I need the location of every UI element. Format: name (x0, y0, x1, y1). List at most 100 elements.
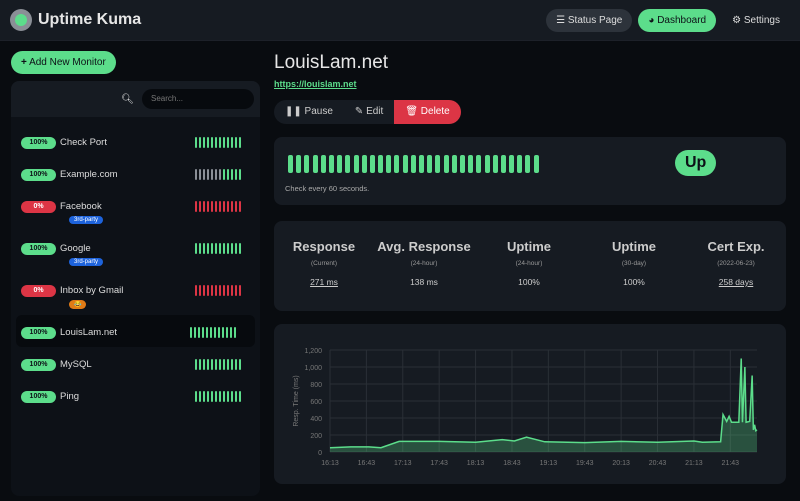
settings-button[interactable]: ⚙ Settings (732, 14, 780, 26)
heartbeat-beat (227, 137, 229, 148)
status-page-button[interactable]: ☰ Status Page (546, 8, 633, 32)
heartbeat-beat (288, 155, 293, 173)
heartbeat-beat (231, 391, 233, 402)
heartbeat-beat (223, 391, 225, 402)
monitor-list-item[interactable]: 100% Ping (11, 379, 260, 411)
heartbeat-beat (492, 155, 498, 173)
heartbeat-beat (235, 391, 237, 402)
monitor-name: LouisLam.net (60, 327, 118, 338)
status-badge: Up (675, 150, 717, 176)
status-page-label: Status Page (567, 14, 623, 26)
heartbeat-beat (419, 155, 424, 173)
add-new-monitor-button[interactable]: + Add New Monitor (11, 51, 116, 74)
heartbeat-beat (231, 243, 233, 254)
edit-button[interactable]: ✎ Edit (344, 100, 394, 124)
monitor-list-item[interactable]: 0% Inbox by Gmail 😂 (11, 273, 260, 315)
heartbeat-beat (227, 169, 229, 180)
heartbeat-bar (195, 285, 241, 296)
app-title: Uptime Kuma (38, 11, 142, 28)
edit-icon: ✎ (354, 106, 364, 117)
heartbeat-beat (239, 169, 241, 180)
monitor-name: Google (60, 243, 91, 254)
monitor-tag: 3rd-party (69, 216, 104, 224)
heartbeat-beat (443, 155, 449, 173)
dashboard-button[interactable]: ◕ Dashboard (638, 8, 717, 32)
monitor-list-item[interactable]: 100% MySQL (11, 347, 260, 379)
heartbeat-bar (195, 201, 241, 212)
heartbeat-beat (215, 243, 217, 254)
heartbeat-beat (239, 137, 241, 148)
x-tick-label: 21:43 (722, 460, 740, 467)
heartbeat-beat (239, 391, 241, 402)
monitor-list-item[interactable]: 100% Google 3rd-party (11, 231, 260, 273)
heartbeat-beat (207, 169, 209, 180)
heartbeat-beat (210, 327, 212, 338)
y-tick-label: 800 (310, 382, 322, 389)
heartbeat-beat (219, 359, 221, 370)
response-chart-card: 0 200 400 600 800 1,000 1,200 16:13 16:43 17:13 17… (274, 324, 786, 484)
heartbeat-beat (199, 137, 201, 148)
heartbeat-beat (203, 243, 205, 254)
heartbeat-beat (230, 327, 232, 338)
x-tick-label: 20:43 (649, 460, 667, 467)
heartbeat-beat (195, 391, 197, 402)
monitor-name: Facebook (60, 201, 102, 212)
heartbeat-beat (207, 201, 209, 212)
heartbeat-beat (320, 155, 326, 173)
heartbeat-beat (223, 201, 225, 212)
response-area (330, 358, 757, 452)
monitor-list-item[interactable]: 100% Example.com (11, 157, 260, 189)
heartbeat-beat (361, 155, 367, 173)
stat-subtitle: (24-hour) (515, 260, 543, 267)
heartbeat-beat (223, 169, 225, 180)
heartbeat-beat (199, 201, 201, 212)
stat-value[interactable]: 271 ms (310, 277, 338, 287)
heartbeat-beat (219, 391, 221, 402)
stat-value[interactable]: 258 days (718, 277, 754, 287)
heartbeat-beat (194, 327, 196, 338)
heartbeat-beat (476, 155, 482, 173)
monitor-list-item[interactable]: 0% Facebook 3rd-party (11, 189, 260, 231)
stats-card: Response (Current) 271 ms Avg. Response (24-… (274, 221, 786, 311)
heartbeat-beat (459, 155, 465, 173)
heartbeat-beat (231, 169, 233, 180)
heartbeat-bar (195, 243, 241, 254)
stat-subtitle: (2022-06-23) (717, 260, 755, 267)
heartbeat-beat (218, 327, 220, 338)
heartbeat-beat (427, 155, 433, 173)
heartbeat-beat (199, 391, 201, 402)
heartbeat-beat (195, 359, 197, 370)
stat-value: 100% (623, 277, 645, 287)
pause-button[interactable]: ❚❚ Pause (274, 100, 344, 124)
heartbeat-beat (195, 169, 197, 180)
pause-icon: ❚❚ (285, 106, 302, 117)
response-line (329, 358, 758, 449)
heartbeat-beat (214, 327, 216, 338)
y-axis-label: Resp. Time (ms) (293, 375, 300, 426)
heartbeat-beat (525, 155, 531, 173)
stat-value: 100% (518, 277, 540, 287)
delete-label: Delete (420, 106, 450, 117)
heartbeat-beat (227, 285, 229, 296)
search-input[interactable]: Search... (142, 89, 254, 109)
heartbeat-beat (468, 155, 474, 173)
uptime-kuma-logo-icon (10, 9, 32, 31)
heartbeat-beat (533, 155, 539, 173)
delete-button[interactable]: 🗑︎ Delete (394, 100, 461, 124)
monitor-url-link[interactable]: https://louislam.net (274, 79, 357, 89)
heartbeat-bar (195, 391, 241, 402)
settings-label: Settings (743, 14, 780, 26)
heartbeat-beat (402, 155, 408, 173)
monitor-list-item[interactable]: 100% LouisLam.net (16, 315, 255, 347)
heartbeat-beat (386, 155, 392, 173)
heartbeat-bar (288, 155, 539, 173)
heartbeat-beat (353, 155, 359, 173)
x-tick-label: 18:43 (503, 460, 521, 467)
edit-label: Edit (366, 106, 384, 117)
uptime-pill: 100% (21, 359, 56, 371)
stat-title: Uptime (611, 239, 657, 254)
heartbeat-beat (219, 243, 221, 254)
heartbeat-beat (219, 285, 221, 296)
heartbeat-beat (199, 169, 201, 180)
monitor-list-item[interactable]: 100% Check Port (11, 125, 260, 157)
